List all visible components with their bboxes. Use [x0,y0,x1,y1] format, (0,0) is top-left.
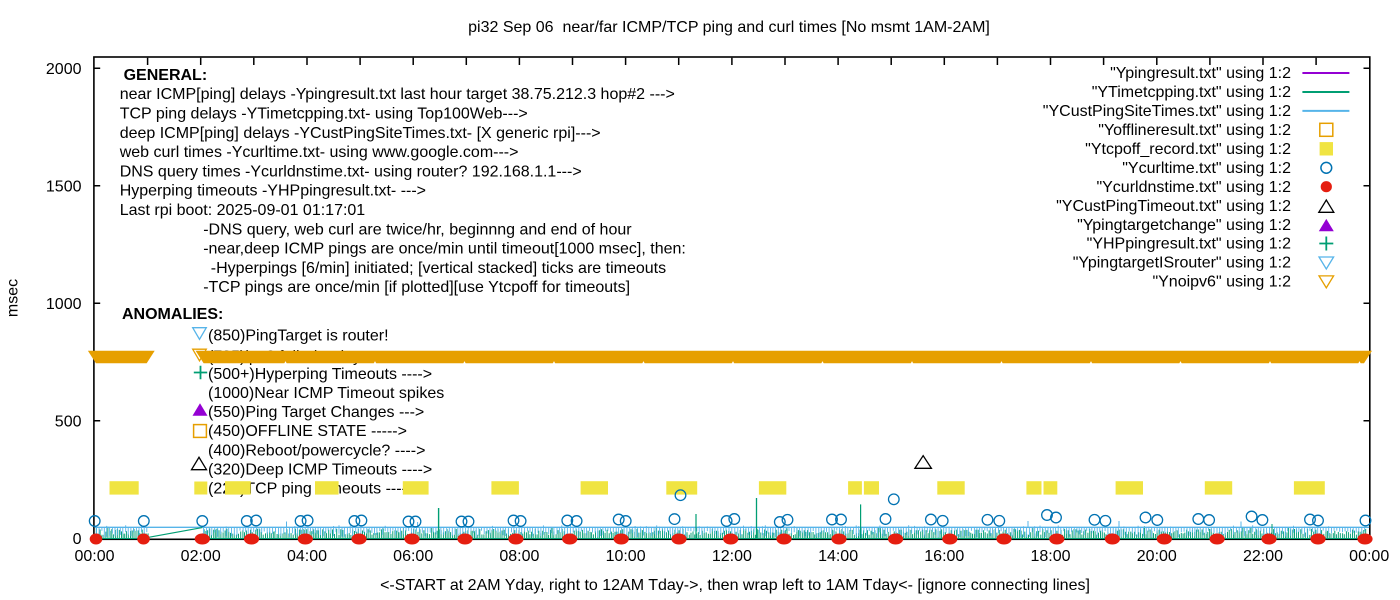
svg-text:"YCustPingTimeout.txt" using 1: "YCustPingTimeout.txt" using 1:2 [1056,198,1291,215]
svg-text:0: 0 [73,531,82,548]
svg-text:02:00: 02:00 [181,548,221,565]
svg-text:pi32 Sep 06 near/far ICMP/TCP: pi32 Sep 06 near/far ICMP/TCP ping and c… [468,19,990,36]
svg-text:"YHPpingresult.txt" using 1:2: "YHPpingresult.txt" using 1:2 [1087,236,1291,253]
svg-text:-near,deep ICMP pings are once: -near,deep ICMP pings are once/min until… [203,241,686,258]
svg-text:16:00: 16:00 [924,548,964,565]
svg-text:"Ycurldnstime.txt" using 1:2: "Ycurldnstime.txt" using 1:2 [1096,179,1291,196]
svg-text:(500+)Hyperping Timeouts ---->: (500+)Hyperping Timeouts ----> [208,366,432,383]
svg-text:web curl times -Ycurltime.txt-: web curl times -Ycurltime.txt- using www… [119,144,519,161]
svg-text:near ICMP[ping] delays -Ypingr: near ICMP[ping] delays -Ypingresult.txt … [120,86,675,103]
svg-text:06:00: 06:00 [393,548,433,565]
svg-text:-Hyperpings [6/min] initiated;: -Hyperpings [6/min] initiated; [vertical… [211,260,666,277]
svg-text:(320)Deep ICMP Timeouts ---->: (320)Deep ICMP Timeouts ----> [208,462,432,479]
svg-text:(220)TCP ping Timeouts ----->: (220)TCP ping Timeouts -----> [208,481,422,498]
svg-text:(450)OFFLINE STATE ----->: (450)OFFLINE STATE -----> [208,423,407,440]
svg-text:deep ICMP[ping] delays -YCustP: deep ICMP[ping] delays -YCustPingSiteTim… [120,125,601,142]
svg-text:<-START at 2AM Yday, right to: <-START at 2AM Yday, right to 12AM Tday-… [380,577,1090,594]
svg-text:msec: msec [5,279,22,317]
svg-text:-DNS query, web curl are twice: -DNS query, web curl are twice/hr, begin… [203,221,632,238]
svg-text:"YCustPingSiteTimes.txt" using: "YCustPingSiteTimes.txt" using 1:2 [1043,103,1291,120]
svg-text:"Yofflineresult.txt" using 1:2: "Yofflineresult.txt" using 1:2 [1098,122,1291,139]
svg-text:2000: 2000 [46,61,82,78]
svg-text:12:00: 12:00 [712,548,752,565]
svg-text:"Ynoipv6" using 1:2: "Ynoipv6" using 1:2 [1152,274,1291,291]
svg-text:14:00: 14:00 [818,548,858,565]
svg-text:DNS query times -Ycurldnstime.: DNS query times -Ycurldnstime.txt- using… [120,163,582,180]
svg-text:(400)Reboot/powercycle? ---->: (400)Reboot/powercycle? ----> [208,442,425,459]
svg-text:"YTimetcpping.txt" using 1:2: "YTimetcpping.txt" using 1:2 [1092,84,1291,101]
svg-text:00:00: 00:00 [74,548,114,565]
svg-text:-TCP pings are once/min [if pl: -TCP pings are once/min [if plotted][use… [203,279,630,296]
svg-text:GENERAL:: GENERAL: [124,67,208,84]
svg-text:"Ycurltime.txt" using 1:2: "Ycurltime.txt" using 1:2 [1122,160,1291,177]
svg-text:"YpingtargetISrouter" using 1:: "YpingtargetISrouter" using 1:2 [1073,255,1291,272]
svg-text:"Ypingtargetchange" using 1:2: "Ypingtargetchange" using 1:2 [1077,217,1291,234]
svg-text:(1000)Near ICMP Timeout spikes: (1000)Near ICMP Timeout spikes [208,385,444,402]
svg-text:"Ytcpoff_record.txt" using 1:2: "Ytcpoff_record.txt" using 1:2 [1085,141,1291,158]
svg-text:(850)PingTarget is router!: (850)PingTarget is router! [208,328,389,345]
svg-text:08:00: 08:00 [499,548,539,565]
svg-text:Last rpi boot: 2025-09-01 01:1: Last rpi boot: 2025-09-01 01:17:01 [120,202,366,219]
svg-text:04:00: 04:00 [287,548,327,565]
svg-text:"Ypingresult.txt" using 1:2: "Ypingresult.txt" using 1:2 [1110,65,1291,82]
svg-text:10:00: 10:00 [606,548,646,565]
svg-text:1000: 1000 [46,296,82,313]
svg-text:500: 500 [55,413,82,430]
svg-text:(550)Ping Target Changes --->: (550)Ping Target Changes ---> [208,404,424,421]
svg-text:00:00: 00:00 [1349,548,1389,565]
svg-text:ANOMALIES:: ANOMALIES: [122,306,223,323]
svg-text:Hyperping timeouts -YHPpingres: Hyperping timeouts -YHPpingresult.txt- -… [120,183,426,200]
svg-text:22:00: 22:00 [1243,548,1283,565]
svg-text:18:00: 18:00 [1030,548,1070,565]
svg-text:20:00: 20:00 [1137,548,1177,565]
svg-text:TCP ping delays -YTimetcpping.: TCP ping delays -YTimetcpping.txt- using… [120,106,528,123]
svg-text:1500: 1500 [46,178,82,195]
